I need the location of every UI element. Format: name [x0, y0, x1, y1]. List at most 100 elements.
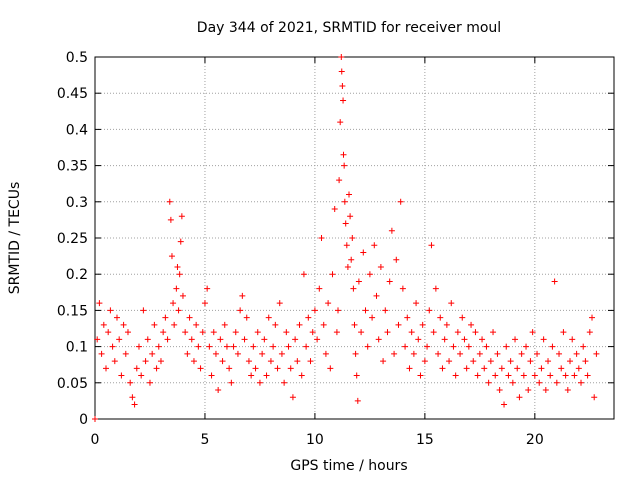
data-point [105, 329, 112, 336]
data-point [212, 350, 219, 357]
data-point [450, 343, 457, 350]
data-point [516, 394, 523, 401]
data-point [230, 343, 237, 350]
data-point [591, 394, 598, 401]
data-point [352, 350, 359, 357]
data-point [415, 336, 422, 343]
data-point [470, 358, 477, 365]
data-point [167, 216, 174, 223]
data-point [492, 372, 499, 379]
data-point [107, 307, 114, 314]
data-point [366, 271, 373, 278]
data-point [514, 365, 521, 372]
data-point [127, 379, 134, 386]
data-point [96, 300, 103, 307]
data-point [501, 401, 508, 408]
data-point [476, 350, 483, 357]
data-point [575, 365, 582, 372]
data-point [245, 358, 252, 365]
data-point [496, 387, 503, 394]
data-point [274, 365, 281, 372]
data-point [239, 292, 246, 299]
data-point [472, 329, 479, 336]
data-point [430, 329, 437, 336]
data-point [547, 372, 554, 379]
data-point [98, 350, 105, 357]
y-tick-label: 0.4 [66, 122, 88, 138]
chart-title: Day 344 of 2021, SRMTID for receiver mou… [197, 20, 501, 36]
data-point [102, 365, 109, 372]
data-point [186, 314, 193, 321]
x-tick-label: 15 [416, 432, 434, 448]
data-point [408, 329, 415, 336]
data-point [322, 350, 329, 357]
data-point [124, 329, 131, 336]
data-point [341, 162, 348, 169]
x-tick-label: 20 [526, 432, 544, 448]
data-point [498, 365, 505, 372]
data-point [307, 358, 314, 365]
data-point [349, 235, 356, 241]
data-point [318, 235, 325, 241]
data-point [386, 278, 393, 285]
data-point [382, 307, 389, 314]
data-point [234, 350, 241, 357]
data-point [221, 321, 228, 328]
data-point [162, 314, 169, 321]
data-point [439, 365, 446, 372]
data-point [309, 329, 316, 336]
data-point [406, 365, 413, 372]
y-tick-label: 0.2 [66, 267, 88, 283]
data-point [259, 350, 266, 357]
y-tick-label: 0.3 [66, 195, 88, 211]
data-point [494, 350, 501, 357]
data-point [335, 307, 342, 314]
data-point [153, 365, 160, 372]
data-point [298, 372, 305, 379]
data-point [457, 350, 464, 357]
data-point [507, 358, 514, 365]
data-point [179, 292, 186, 299]
data-point [208, 372, 215, 379]
data-point [413, 300, 420, 307]
data-point [461, 336, 468, 343]
data-point [116, 336, 123, 343]
data-point [184, 350, 191, 357]
data-point [485, 379, 492, 386]
data-point [333, 329, 340, 336]
data-point [188, 336, 195, 343]
data-point [287, 365, 294, 372]
data-point [443, 321, 450, 328]
data-point [320, 321, 327, 328]
data-point [250, 343, 257, 350]
data-point [190, 358, 197, 365]
data-point [421, 358, 428, 365]
data-point [157, 358, 164, 365]
data-point [369, 314, 376, 321]
data-point [263, 372, 270, 379]
data-point [339, 82, 346, 89]
data-point [428, 242, 435, 249]
data-point [237, 307, 244, 314]
data-point [474, 372, 481, 379]
data-point [529, 329, 536, 336]
data-point [569, 336, 576, 343]
data-point [571, 372, 578, 379]
x-axis-ticks: 0 5 10 15 20 [91, 57, 544, 448]
data-point [338, 68, 345, 75]
data-point [441, 336, 448, 343]
data-point [248, 372, 255, 379]
data-point [285, 343, 292, 350]
data-point [481, 365, 488, 372]
data-point [518, 350, 525, 357]
data-point [223, 343, 230, 350]
data-point [171, 321, 178, 328]
data-point [170, 300, 177, 307]
data-point [525, 387, 532, 394]
data-point [175, 307, 182, 314]
data-point [336, 177, 343, 184]
data-point [364, 343, 371, 350]
data-point [549, 343, 556, 350]
data-point [281, 379, 288, 386]
data-point [417, 372, 424, 379]
